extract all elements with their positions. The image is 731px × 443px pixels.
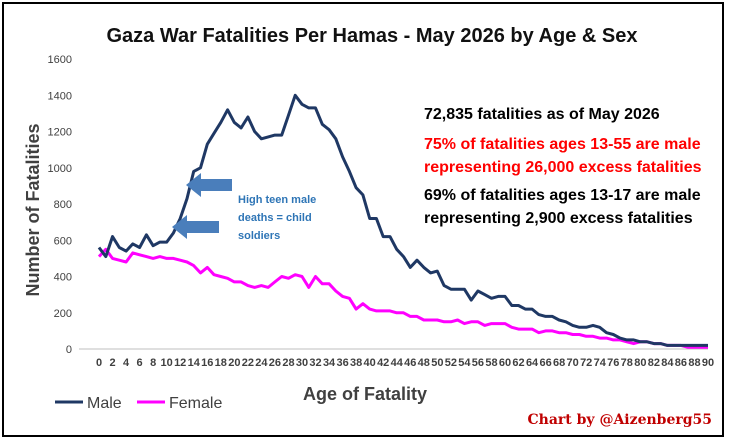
x-tick-label: 56	[472, 357, 484, 369]
chart-credit: Chart by @Aizenberg55	[528, 412, 712, 428]
x-tick-label: 22	[242, 357, 254, 369]
legend-male-label: Male	[87, 395, 122, 412]
x-tick-label: 36	[336, 357, 348, 369]
x-tick-label: 66	[539, 357, 551, 369]
x-tick-label: 2	[109, 357, 115, 369]
stat-teen-share-line2: representing 2,900 excess fatalities	[424, 210, 693, 227]
x-tick-label: 34	[323, 357, 336, 369]
x-tick-label: 64	[526, 357, 539, 369]
x-tick-label: 18	[215, 357, 227, 369]
x-tick-label: 74	[594, 357, 607, 369]
x-tick-label: 50	[431, 357, 443, 369]
x-tick-label: 62	[512, 357, 524, 369]
x-tick-label: 38	[350, 357, 362, 369]
series-line-male	[97, 93, 708, 347]
x-tick-label: 52	[445, 357, 457, 369]
legend-female-label: Female	[169, 395, 222, 412]
x-tick-label: 58	[485, 357, 497, 369]
y-tick-label: 1000	[48, 163, 72, 175]
chart-canvas: Gaza War Fatalities Per Hamas - May 2026…	[23, 25, 714, 428]
arrow-note-line2: deaths = child	[238, 212, 312, 224]
y-tick-label: 1600	[48, 54, 72, 66]
stat-male-share-line1: 75% of fatalities ages 13-55 are male	[424, 136, 701, 153]
stat-teen-share-line1: 69% of fatalities ages 13-17 are male	[424, 187, 701, 204]
x-tick-label: 60	[499, 357, 511, 369]
x-tick-label: 84	[661, 357, 674, 369]
x-tick-label: 80	[634, 357, 646, 369]
stat-male-share-line2: representing 26,000 excess fatalities	[424, 159, 702, 176]
x-tick-label: 12	[174, 357, 186, 369]
y-tick-label: 0	[66, 344, 72, 356]
chart-frame: Gaza War Fatalities Per Hamas - May 2026…	[2, 2, 724, 437]
y-tick-label: 1400	[48, 90, 72, 102]
y-tick-label: 600	[54, 235, 72, 247]
stat-total: 72,835 fatalities as of May 2026	[424, 106, 660, 123]
x-tick-label: 82	[648, 357, 660, 369]
x-tick-label: 70	[567, 357, 579, 369]
x-axis-title: Age of Fatality	[303, 384, 427, 404]
y-axis-title: Number of Fatalities	[23, 123, 43, 296]
x-tick-label: 4	[123, 357, 130, 369]
x-tick-label: 76	[607, 357, 619, 369]
y-tick-labels: 0 200 400 600 800 1000 1200 1400 1600	[48, 54, 72, 356]
arrow-note-line1: High teen male	[238, 194, 316, 206]
x-tick-label: 48	[418, 357, 430, 369]
y-tick-label: 200	[54, 308, 72, 320]
x-tick-label: 88	[688, 357, 700, 369]
x-tick-label: 86	[675, 357, 687, 369]
x-tick-label: 42	[377, 357, 389, 369]
x-tick-labels: 0 2 4 6 8 10 12 14 16 18 20 22 24 26 28 30 32 34 36 38 40 42 4…	[96, 357, 714, 369]
chart-title: Gaza War Fatalities Per Hamas - May 2026…	[107, 25, 638, 47]
arrow-note-line3: soldiers	[238, 230, 280, 242]
y-tick-label: 800	[54, 199, 72, 211]
series-line-female	[97, 247, 708, 349]
x-tick-label: 68	[553, 357, 565, 369]
annotation-arrow-lower	[172, 215, 219, 239]
x-tick-label: 10	[161, 357, 173, 369]
x-tick-label: 46	[404, 357, 416, 369]
series-layer	[97, 93, 708, 349]
x-tick-label: 0	[96, 357, 102, 369]
annotation-arrow-upper	[186, 173, 232, 197]
x-tick-label: 78	[621, 357, 633, 369]
x-tick-label: 26	[269, 357, 281, 369]
x-tick-label: 44	[391, 357, 404, 369]
x-tick-label: 16	[201, 357, 213, 369]
x-tick-label: 40	[364, 357, 376, 369]
x-tick-label: 54	[458, 357, 471, 369]
legend: Male Female	[55, 395, 222, 412]
x-tick-label: 30	[296, 357, 308, 369]
x-tick-label: 14	[188, 357, 201, 369]
x-tick-label: 90	[702, 357, 714, 369]
y-tick-label: 400	[54, 272, 72, 284]
x-tick-label: 28	[282, 357, 294, 369]
x-tick-label: 8	[150, 357, 156, 369]
y-tick-label: 1200	[48, 127, 72, 139]
x-tick-label: 6	[137, 357, 143, 369]
x-tick-label: 32	[309, 357, 321, 369]
x-tick-label: 24	[255, 357, 268, 369]
x-tick-label: 20	[228, 357, 240, 369]
x-tick-label: 72	[580, 357, 592, 369]
